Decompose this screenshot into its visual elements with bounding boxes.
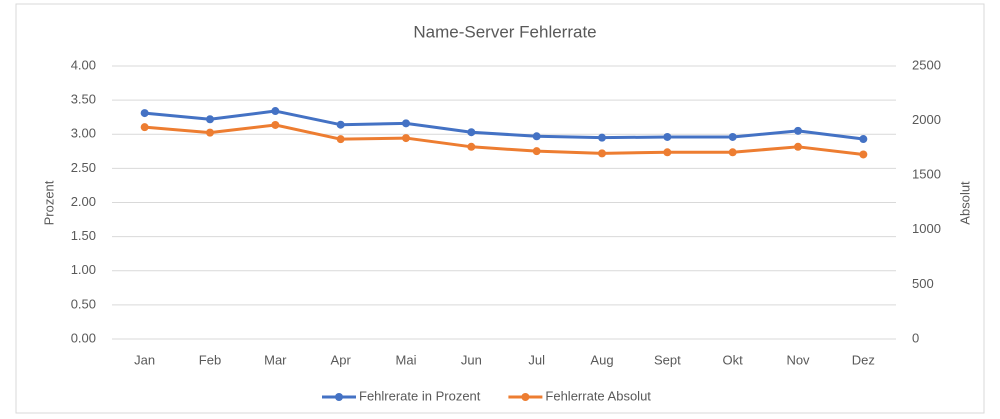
- data-point: [402, 119, 410, 128]
- y2-tick-label: 2000: [912, 112, 941, 127]
- legend-label: Fehlerrate Absolut: [545, 388, 651, 403]
- x-tick-label: Dez: [852, 352, 875, 367]
- y-tick-label: 1.50: [71, 228, 96, 243]
- series-line: [144, 123, 864, 156]
- data-point: [794, 126, 802, 135]
- x-tick-label: Sept: [654, 352, 681, 367]
- x-tick-label: Feb: [199, 352, 221, 367]
- chart-frame: [15, 3, 985, 414]
- data-point: [532, 132, 541, 141]
- y-tick-label: 2.00: [71, 194, 96, 209]
- data-point: [859, 135, 868, 144]
- x-tick-label: Jun: [461, 352, 482, 367]
- y2-tick-label: 1500: [912, 167, 941, 182]
- y-tick-label: 1.00: [71, 262, 96, 277]
- chart-title: Name-Server Fehlerrate: [413, 22, 596, 41]
- data-point: [728, 148, 737, 157]
- data-point: [271, 120, 280, 129]
- series-line: [144, 109, 864, 141]
- data-point: [206, 128, 214, 137]
- data-point: [532, 147, 541, 156]
- x-tick-label: Jan: [134, 352, 155, 367]
- y2-tick-label: 1000: [912, 221, 941, 236]
- y-tick-label: 3.00: [71, 126, 96, 141]
- data-point: [140, 109, 149, 118]
- data-point: [402, 134, 410, 143]
- y2-tick-label: 2500: [912, 57, 941, 72]
- data-point: [598, 149, 606, 158]
- data-point: [598, 133, 606, 142]
- data-point: [663, 132, 672, 141]
- x-tick-label: Jul: [528, 352, 545, 367]
- legend-marker: [335, 393, 343, 401]
- data-point: [271, 107, 280, 116]
- legend-marker: [521, 393, 530, 401]
- data-point: [663, 148, 672, 157]
- y2-axis-title: Absolut: [957, 181, 972, 225]
- data-point: [336, 120, 345, 129]
- data-point: [794, 142, 802, 151]
- x-tick-label: Nov: [786, 352, 810, 367]
- y2-tick-label: 0: [912, 330, 919, 345]
- data-point: [140, 123, 149, 132]
- data-point: [467, 142, 476, 151]
- y-tick-label: 2.50: [71, 160, 96, 175]
- x-tick-label: Mai: [396, 352, 417, 367]
- y-axis-title: Prozent: [41, 180, 56, 225]
- x-tick-label: Aug: [590, 352, 613, 367]
- data-point: [728, 132, 737, 141]
- y-tick-label: 0.50: [71, 296, 96, 311]
- y-tick-label: 4.00: [71, 57, 96, 72]
- x-tick-label: Okt: [723, 352, 744, 367]
- data-point: [467, 128, 476, 137]
- data-point: [859, 150, 868, 159]
- y-tick-label: 0.00: [71, 330, 96, 345]
- y2-tick-label: 500: [912, 276, 934, 291]
- y-tick-label: 3.50: [71, 92, 96, 107]
- data-point: [336, 135, 345, 144]
- legend-label: Fehlrerate in Prozent: [359, 388, 481, 403]
- x-tick-label: Mar: [264, 352, 287, 367]
- data-point: [206, 115, 214, 124]
- x-tick-label: Apr: [331, 352, 352, 367]
